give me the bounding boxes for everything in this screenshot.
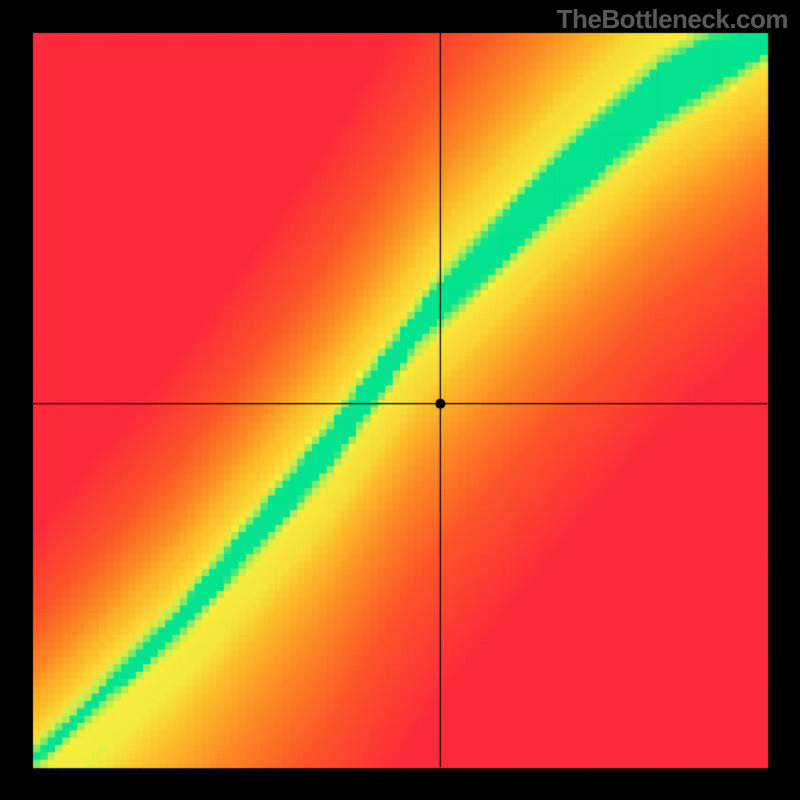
watermark-text: TheBottleneck.com <box>557 4 788 35</box>
chart-container: TheBottleneck.com <box>0 0 800 800</box>
heatmap-canvas <box>0 0 800 800</box>
